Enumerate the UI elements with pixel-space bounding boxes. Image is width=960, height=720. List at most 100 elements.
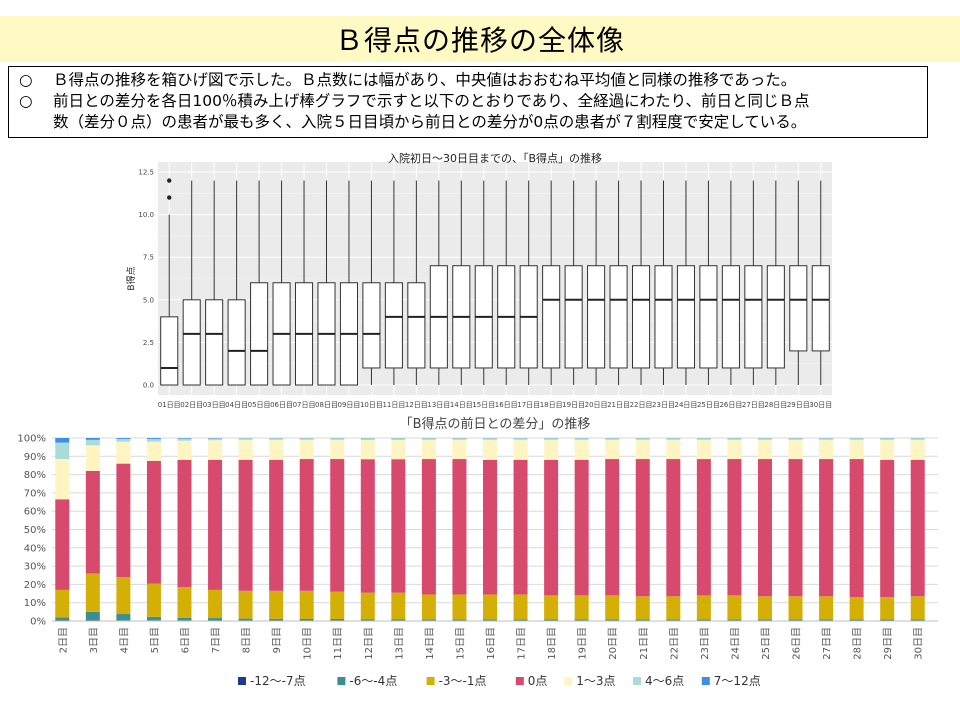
bar-segment <box>421 439 436 460</box>
x-tick-label: 29日目 <box>883 627 894 660</box>
x-tick-label: 08日目 <box>315 401 338 408</box>
x-tick-label: 18日目 <box>540 401 563 408</box>
legend-item: 0点 <box>515 674 548 688</box>
bar-segment <box>55 442 70 460</box>
boxplot-y-label: B得点 <box>125 266 137 290</box>
bar-segment <box>757 619 772 621</box>
x-tick-label: 05日目 <box>248 401 271 408</box>
bar-segment <box>574 438 589 440</box>
bar-segment <box>452 619 467 621</box>
bar-segment <box>483 619 497 621</box>
bar-segment <box>910 596 925 620</box>
box <box>362 282 381 369</box>
bar-segment <box>880 459 895 598</box>
bar-segment <box>666 619 681 621</box>
bar-segment <box>116 438 131 442</box>
bar-segment <box>544 439 559 460</box>
x-tick-label: 8日目 <box>242 627 253 653</box>
bar-segment <box>146 438 161 439</box>
bar-segment <box>452 594 467 620</box>
bar-segment <box>635 596 650 620</box>
y-tick-label: 0.0 <box>143 382 154 390</box>
x-tick-label: 14日目 <box>450 401 473 408</box>
bar-segment <box>880 439 895 460</box>
stacked-bar-chart: 「B得点の前日との差分」の推移 0% 10% 20% 30% 40% 50% 60% 70% 80… <box>17 416 938 688</box>
bar-segment <box>788 439 803 460</box>
bar-segment <box>666 459 681 597</box>
bar-segment <box>757 459 772 597</box>
y-tick-label: 80% <box>24 470 46 481</box>
legend-label: -12～-7点 <box>250 674 306 688</box>
legend-swatch <box>633 677 641 685</box>
bar-segment <box>757 596 772 620</box>
bar-segment <box>238 590 253 619</box>
bar-segment <box>85 438 100 440</box>
bar-segment <box>727 459 742 596</box>
bar-segment <box>635 439 650 460</box>
x-tick-label: 25日目 <box>761 627 772 660</box>
bar-segment <box>483 438 497 440</box>
x-tick-label: 02日目 <box>180 401 203 408</box>
x-tick-label: 12日目 <box>405 401 428 408</box>
bar-segment <box>849 459 864 598</box>
legend-swatch <box>426 677 435 685</box>
box <box>160 316 179 386</box>
legend-label: 4～6点 <box>645 674 684 688</box>
bar-segment <box>727 438 742 440</box>
legend-label: 0点 <box>528 674 548 688</box>
x-tick-label: 28日目 <box>764 401 787 408</box>
bar-segment <box>574 459 589 596</box>
x-tick-label: 21日目 <box>639 627 650 660</box>
outlier-point <box>167 195 172 200</box>
legend-item: -3～-1点 <box>426 674 487 688</box>
bar-segment <box>666 439 681 460</box>
bar-segment <box>513 619 528 621</box>
summary-bullet-1: ○ Ｂ得点の推移を箱ひげ図で示した。Ｂ点数には幅があり、中央値はおおむね平均値と… <box>19 70 917 91</box>
bar-segment <box>85 470 100 574</box>
box <box>182 299 201 386</box>
x-tick-label: 15日目 <box>455 627 466 660</box>
legend-item: 4～6点 <box>633 674 684 688</box>
bar-segment <box>819 459 834 597</box>
bar-segment <box>757 438 772 440</box>
bar-segment <box>55 617 70 621</box>
x-tick-label: 22日目 <box>630 401 653 408</box>
bar-segment <box>146 438 161 442</box>
x-tick-label: 7日目 <box>211 627 222 653</box>
x-tick-label: 24日目 <box>730 627 741 660</box>
outlier-point <box>167 178 172 183</box>
bar-segment <box>146 441 161 461</box>
bar-segment <box>85 611 100 621</box>
bar-segment <box>360 592 375 620</box>
legend-item: 7～12点 <box>701 674 761 688</box>
x-tick-label: 16日目 <box>495 401 518 408</box>
bar-segment <box>330 618 345 621</box>
bar-segment <box>727 439 742 460</box>
bar-segment <box>880 597 895 620</box>
y-tick-label: 20% <box>24 580 46 591</box>
x-tick-label: 19日目 <box>562 401 585 408</box>
bar-segment <box>85 439 100 446</box>
bar-segment <box>849 619 864 621</box>
bar-segment <box>299 590 314 619</box>
bar-segment <box>391 459 406 593</box>
bar-segment <box>421 438 436 440</box>
x-tick-label: 06日目 <box>270 401 293 408</box>
bar-segment <box>513 459 528 595</box>
bar-segment <box>116 463 131 578</box>
bar-segment <box>330 459 345 592</box>
bar-segment <box>574 439 589 460</box>
bar-segment <box>85 573 100 612</box>
y-tick-label: 7.5 <box>143 254 154 262</box>
bar-segment <box>727 595 742 620</box>
bar-segment <box>269 438 284 440</box>
box <box>811 265 830 352</box>
x-tick-label: 12日目 <box>364 627 375 660</box>
x-tick-label: 13日目 <box>427 401 450 408</box>
x-tick-label: 5日目 <box>150 627 161 653</box>
bar-segment <box>146 460 161 584</box>
bar-segment <box>208 589 223 619</box>
y-tick-label: 5.0 <box>143 296 154 304</box>
box <box>407 282 426 369</box>
legend-swatch <box>564 677 573 685</box>
